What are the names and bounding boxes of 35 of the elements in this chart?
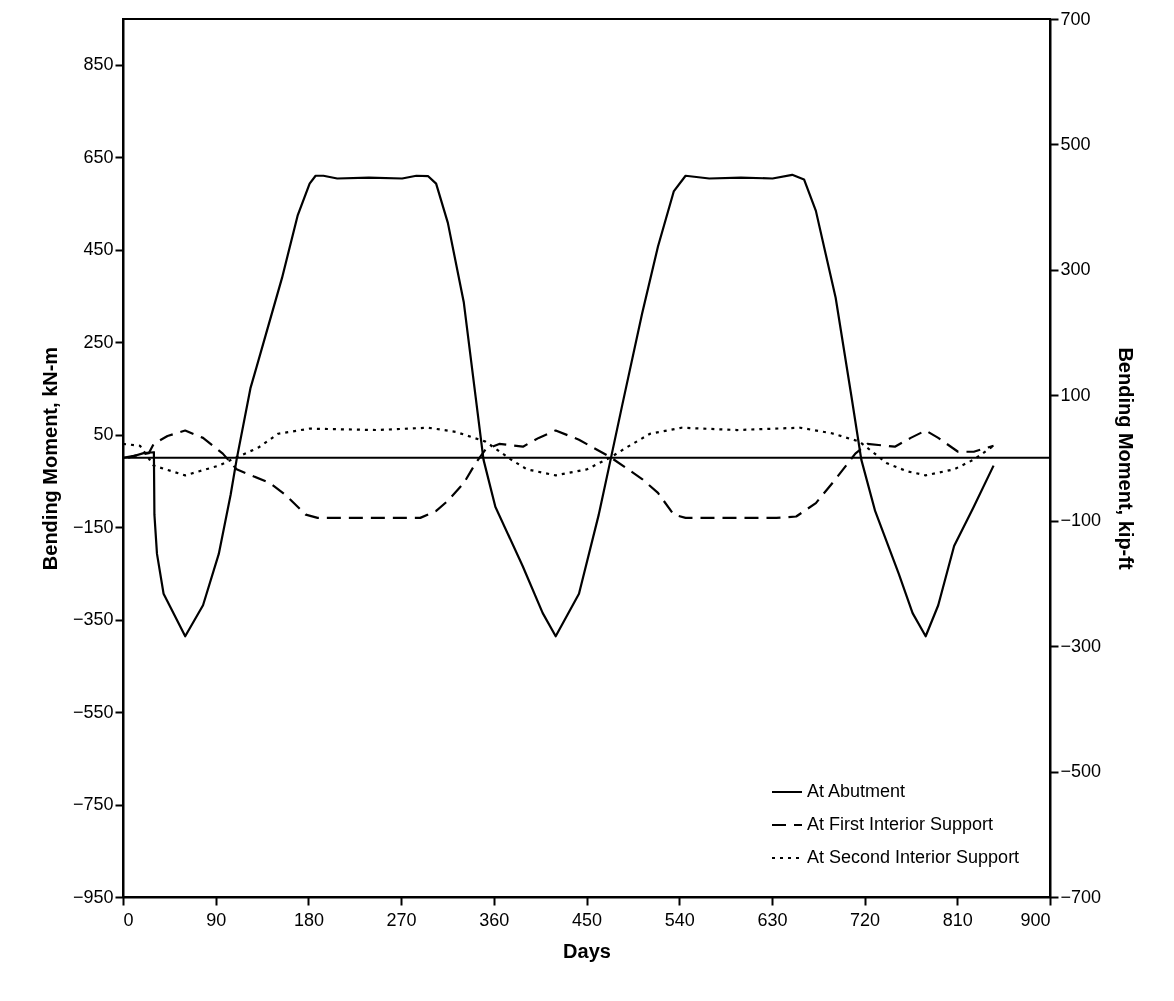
y-tick-label: 250 xyxy=(83,331,114,352)
x-tick-label: 900 xyxy=(1020,909,1051,930)
y2-tick-label: −300 xyxy=(1060,635,1102,656)
y-tick-label: −950 xyxy=(72,886,114,907)
y2-tick-label: 100 xyxy=(1060,384,1091,405)
x-axis-title: Days xyxy=(563,939,611,962)
y-tick-label: −350 xyxy=(72,609,114,630)
y-tick-label: 650 xyxy=(83,146,114,167)
y-tick-label: −150 xyxy=(72,516,114,537)
legend-label: At Abutment xyxy=(807,781,906,801)
y2-tick-label: −500 xyxy=(1060,761,1102,782)
y-tick-label: −550 xyxy=(72,701,114,722)
x-tick-label: 450 xyxy=(571,909,603,930)
y-tick-label: −750 xyxy=(72,794,114,815)
x-tick-label: 720 xyxy=(850,909,881,930)
x-tick-label: 540 xyxy=(664,909,695,930)
x-tick-label: 180 xyxy=(293,909,324,930)
y-tick-label: 50 xyxy=(93,424,114,445)
y-tick-label: 450 xyxy=(83,239,114,260)
x-tick-label: 0 xyxy=(123,909,134,930)
x-tick-label: 630 xyxy=(757,909,788,930)
y2-axis-title: Bending Moment, kip-ft xyxy=(1115,347,1138,570)
x-tick-label: 810 xyxy=(942,909,973,930)
y2-tick-label: −700 xyxy=(1060,886,1102,907)
y-tick-label: 850 xyxy=(83,54,114,75)
x-tick-label: 270 xyxy=(386,909,417,930)
y2-tick-label: −100 xyxy=(1060,510,1102,531)
legend-label: At Second Interior Support xyxy=(807,847,1020,867)
x-tick-label: 360 xyxy=(479,909,510,930)
y-axis-title: Bending Moment, kN-m xyxy=(38,346,61,571)
y2-tick-label: 500 xyxy=(1060,133,1091,154)
y2-tick-label: 700 xyxy=(1060,8,1091,29)
legend-label: At First Interior Support xyxy=(807,814,994,834)
y2-tick-label: 300 xyxy=(1060,259,1091,280)
x-tick-label: 90 xyxy=(206,909,227,930)
